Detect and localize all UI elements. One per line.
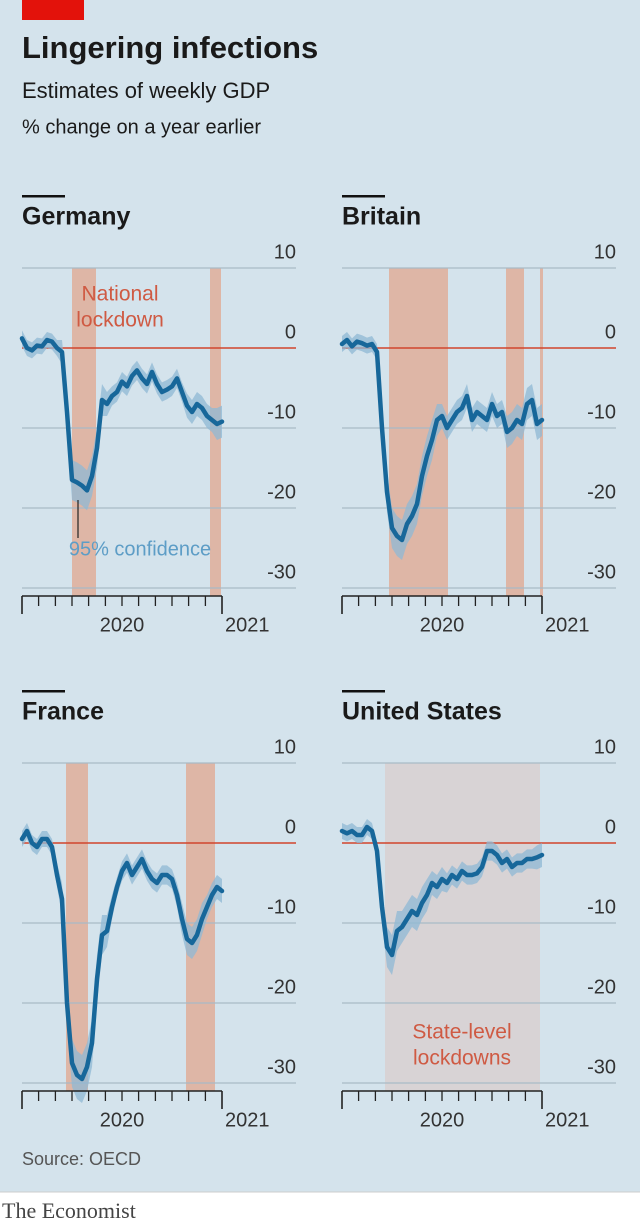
- y-tick-label: -10: [587, 896, 616, 918]
- gdp-line: [19, 336, 225, 493]
- gdp-line: [339, 824, 545, 958]
- x-tick-label: 2020: [100, 1109, 145, 1131]
- y-tick-label: 0: [605, 816, 616, 838]
- x-tick-label: 2020: [420, 1109, 465, 1131]
- y-tick-label: 0: [285, 816, 296, 838]
- panel-rule: [342, 195, 385, 198]
- y-tick-label: -20: [267, 976, 296, 998]
- lockdown-shade: [66, 763, 88, 1091]
- y-tick-label: -10: [267, 401, 296, 423]
- x-tick-label: 2020: [100, 614, 145, 636]
- y-tick-label: -10: [267, 896, 296, 918]
- gdp-line: [339, 337, 545, 543]
- y-tick-label: -30: [587, 561, 616, 583]
- y-tick-label: -30: [267, 1056, 296, 1078]
- x-tick-label: 2021: [545, 614, 590, 636]
- confidence-band: [342, 819, 542, 975]
- y-tick-label: 10: [274, 241, 296, 263]
- y-tick-label: -30: [587, 1056, 616, 1078]
- shade-label: lockdown: [76, 309, 164, 332]
- red-tab: [22, 0, 84, 20]
- lockdown-shade: [72, 268, 96, 596]
- panel-title: France: [22, 698, 104, 726]
- y-tick-label: -20: [267, 481, 296, 503]
- y-tick-label: 10: [594, 736, 616, 758]
- title: Lingering infections: [22, 30, 318, 65]
- y-tick-label: -10: [587, 401, 616, 423]
- panel-title: United States: [342, 698, 502, 726]
- source: Source: OECD: [22, 1149, 141, 1169]
- shade-label: State-level: [412, 1021, 511, 1044]
- brand: The Economist: [2, 1198, 136, 1223]
- subtitle: Estimates of weekly GDP: [22, 78, 270, 103]
- ci-label: 95% confidence: [69, 538, 211, 560]
- y-tick-label: 10: [594, 241, 616, 263]
- y-tick-label: 10: [274, 736, 296, 758]
- panel-title: Germany: [22, 203, 130, 231]
- gdp-line: [19, 828, 225, 1082]
- shade-label: National: [81, 283, 158, 306]
- panel-title: Britain: [342, 203, 421, 231]
- y-tick-label: 0: [605, 321, 616, 343]
- x-tick-label: 2021: [545, 1109, 590, 1131]
- unit: % change on a year earlier: [22, 116, 261, 138]
- panel-rule: [342, 690, 385, 693]
- y-tick-label: -20: [587, 481, 616, 503]
- panel-rule: [22, 690, 65, 693]
- y-tick-label: -20: [587, 976, 616, 998]
- confidence-band: [22, 823, 222, 1103]
- y-tick-label: -30: [267, 561, 296, 583]
- x-tick-label: 2021: [225, 614, 270, 636]
- y-tick-label: 0: [285, 321, 296, 343]
- x-tick-label: 2021: [225, 1109, 270, 1131]
- shade-label: lockdowns: [413, 1047, 511, 1070]
- panel-rule: [22, 195, 65, 198]
- x-tick-label: 2020: [420, 614, 465, 636]
